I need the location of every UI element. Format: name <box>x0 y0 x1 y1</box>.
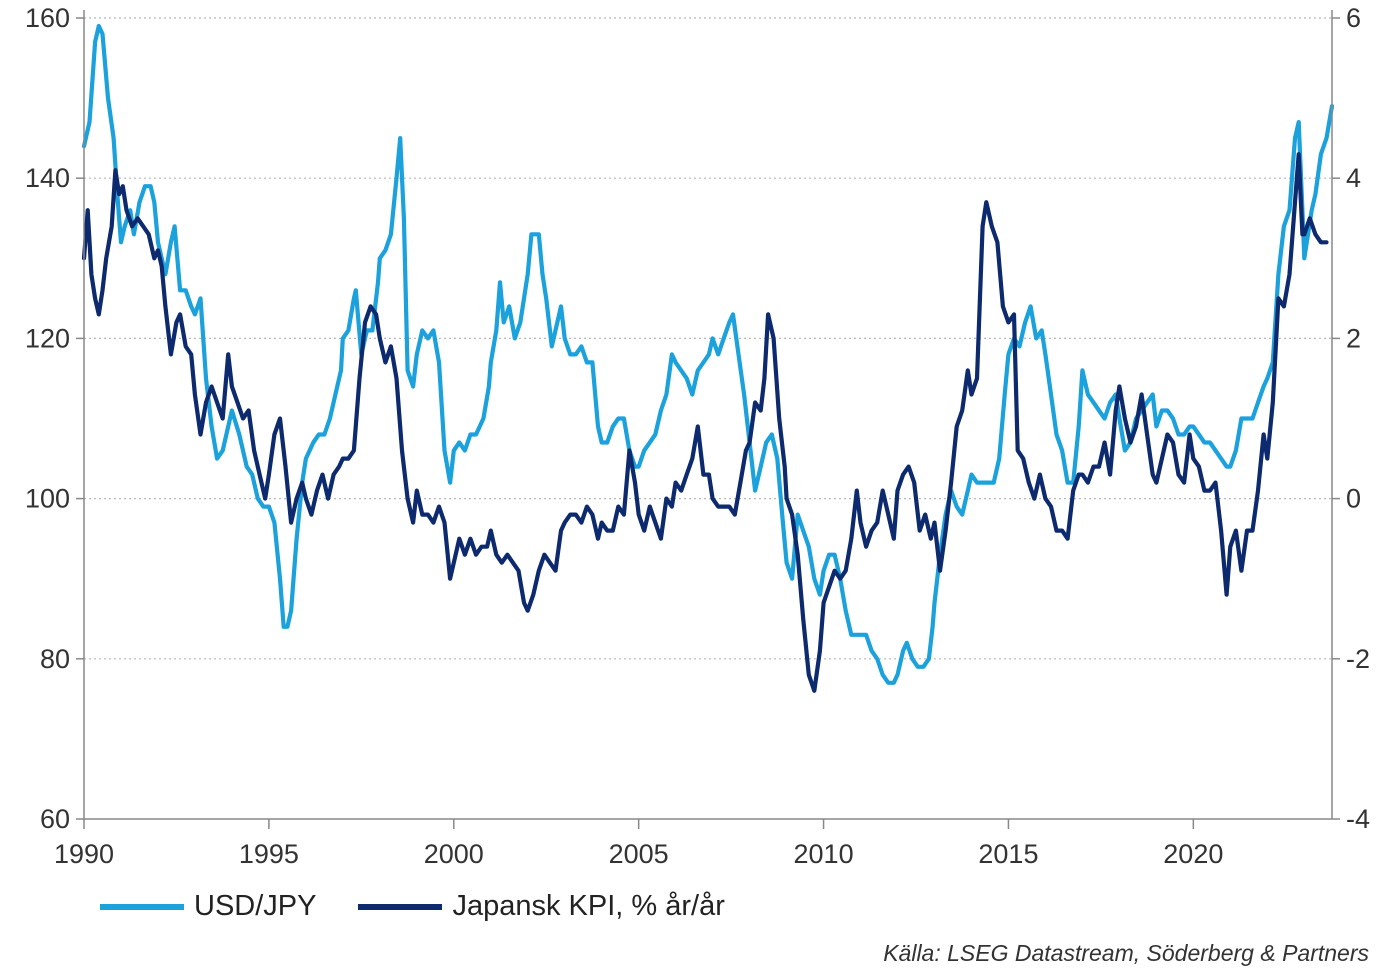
line-chart: 60 80 100 120 140 160 -4 -2 0 2 4 6 1990 1995 2000 2005… <box>25 3 1370 869</box>
y-tick-label-right: 0 <box>1346 484 1361 514</box>
y-tick-label-left: 60 <box>40 804 70 834</box>
series-line-usdjpy <box>81 23 1335 685</box>
y-tick-label-left: 140 <box>25 163 70 193</box>
x-tick-label: 2005 <box>609 839 669 869</box>
gridlines <box>84 17 1332 660</box>
y-tick-label-left: 120 <box>25 323 70 353</box>
x-tick-label: 1995 <box>239 839 299 869</box>
x-tick-label: 2020 <box>1163 839 1223 869</box>
series-line-kpi <box>81 152 1329 693</box>
y-tick-label-left: 100 <box>25 484 70 514</box>
y-tick-label-left: 160 <box>25 3 70 33</box>
legend-swatch-usdjpy <box>100 903 184 910</box>
y-tick-label-left: 80 <box>40 644 70 674</box>
y-tick-label-right: 2 <box>1346 323 1361 353</box>
x-tick-label: 2000 <box>424 839 484 869</box>
source-note: Källa: LSEG Datastream, Söderberg & Part… <box>883 940 1369 966</box>
y-tick-label-right: 6 <box>1346 3 1361 33</box>
x-tick-label: 1990 <box>54 839 114 869</box>
legend-label-usdjpy: USD/JPY <box>194 890 317 922</box>
legend-item-kpi: Japansk KPI, % år/år <box>358 890 725 923</box>
x-tick-label: 2010 <box>794 839 854 869</box>
legend-item-usdjpy: USD/JPY <box>100 890 316 923</box>
y-tick-label-right: 4 <box>1346 163 1361 193</box>
y-tick-label-right: -2 <box>1346 644 1370 674</box>
legend-swatch-kpi <box>358 903 443 910</box>
chart-series <box>81 23 1335 693</box>
y-tick-label-right: -4 <box>1346 804 1370 834</box>
axes: 60 80 100 120 140 160 -4 -2 0 2 4 6 1990 1995 2000 2005… <box>25 3 1370 869</box>
legend-label-kpi: Japansk KPI, % år/år <box>452 890 725 922</box>
x-tick-label: 2015 <box>978 839 1038 869</box>
legend: USD/JPY Japansk KPI, % år/år <box>100 890 767 923</box>
